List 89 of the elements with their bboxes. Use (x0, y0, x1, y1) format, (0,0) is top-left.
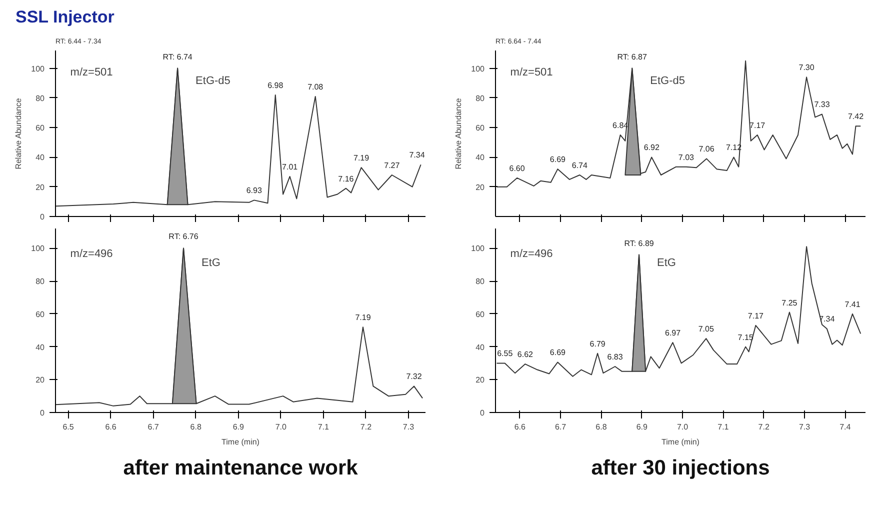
x-tick-label: 7.2 (360, 422, 372, 432)
y-tick-label: 60 (36, 310, 46, 319)
annotation: 6.92 (644, 143, 660, 152)
annotation: 7.03 (678, 152, 695, 162)
annotation: 6.55 (497, 349, 514, 358)
annotation: 7.41 (844, 300, 861, 309)
y-tick-label: 80 (476, 277, 486, 286)
x-tick-label: 6.6 (514, 422, 526, 432)
annotation: 7.01 (282, 162, 298, 172)
annotation: RT: 6.89 (624, 238, 654, 248)
annotation: m/z=501 (70, 66, 113, 79)
x-tick-label: 7.1 (318, 422, 330, 432)
y-tick-label: 40 (476, 153, 486, 162)
x-tick-label: 6.5 (62, 422, 74, 432)
x-tick-label: 7.1 (718, 422, 730, 432)
x-tick-label: 6.8 (596, 422, 608, 432)
annotation: EtG (657, 256, 676, 269)
annotation: 7.17 (748, 311, 764, 320)
chart-title: SSL Injector (16, 8, 115, 26)
x-tick-label: 7.0 (275, 422, 288, 432)
annotation: 6.69 (550, 348, 566, 358)
x-tick-label: 7.3 (798, 422, 811, 432)
annotation: 6.98 (268, 80, 284, 90)
annotation: 7.33 (814, 100, 830, 110)
y-tick-label: 0 (40, 408, 46, 418)
annotation: 7.30 (798, 63, 815, 72)
x-tick-label: 7.4 (840, 422, 852, 432)
y-tick-label: 20 (36, 376, 46, 385)
annotation: 6.74 (572, 161, 588, 170)
y-tick-label: 80 (36, 94, 46, 103)
annotation: 6.62 (517, 350, 534, 360)
y-tick-label: 20 (476, 182, 486, 192)
x-tick-label: 6.7 (554, 422, 567, 432)
annotation: 7.16 (338, 174, 354, 184)
y-tick-label: 80 (36, 277, 46, 286)
annotation: 7.19 (355, 313, 372, 322)
y-axis-title: Relative Abundance (454, 98, 464, 170)
annotation: 7.05 (698, 324, 714, 334)
x-axis-title: Time (min) (662, 438, 700, 446)
x-tick-label: 6.6 (105, 422, 117, 432)
y-tick-label: 100 (31, 244, 46, 254)
y-tick-label: 40 (36, 153, 46, 162)
text: after maintenance work (123, 456, 358, 480)
annotation: 7.32 (406, 372, 422, 382)
y-tick-label: 100 (31, 64, 46, 74)
y-tick-label: 0 (40, 212, 46, 222)
y-tick-label: 60 (36, 124, 46, 133)
x-tick-label: 6.8 (190, 422, 202, 432)
annotation: m/z=496 (510, 248, 553, 260)
annotation: m/z=496 (70, 248, 113, 260)
annotation: 7.27 (384, 161, 400, 170)
x-tick-label: 6.9 (636, 422, 648, 432)
annotation: 6.60 (509, 164, 526, 173)
y-tick-label: 100 (471, 64, 486, 74)
annotation: 7.34 (409, 150, 426, 160)
y-tick-label: 20 (476, 376, 486, 385)
y-tick-label: 100 (471, 244, 486, 254)
annotation: 7.25 (782, 298, 798, 308)
annotation: EtG (202, 256, 220, 269)
x-tick-label: 7.0 (676, 422, 689, 432)
annotation: EtG-d5 (650, 75, 685, 88)
x-tick-label: 6.7 (148, 422, 160, 432)
annotation: RT: 6.74 (162, 52, 193, 62)
annotation: 6.97 (664, 328, 682, 338)
annotation: RT: 6.76 (168, 232, 199, 242)
annotation: 6.69 (550, 155, 566, 164)
annotation: m/z=501 (510, 66, 553, 79)
x-tick-label: 7.3 (402, 422, 415, 432)
annotation: 7.42 (848, 112, 864, 122)
x-tick-label: 7.2 (758, 422, 770, 432)
y-tick-label: 60 (476, 310, 486, 319)
y-axis-title: Relative Abundance (14, 98, 24, 170)
annotation: 6.79 (590, 339, 606, 348)
annotation: 6.93 (246, 186, 262, 196)
annotation: EtG-d5 (196, 75, 230, 88)
annotation: 6.83 (607, 352, 624, 362)
y-tick-label: 40 (36, 342, 46, 352)
y-tick-label: 40 (476, 342, 486, 352)
y-tick-label: 80 (476, 94, 486, 103)
annotation: RT: 6.87 (617, 52, 648, 62)
x-axis-title: Time (min) (222, 438, 260, 446)
annotation: 7.19 (353, 154, 370, 163)
y-tick-label: 20 (36, 182, 46, 192)
annotation: 7.06 (698, 144, 715, 154)
y-tick-label: 60 (476, 124, 486, 133)
text: after 30 injections (591, 456, 770, 480)
annotation: 7.08 (308, 82, 324, 92)
y-tick-label: 0 (480, 408, 486, 418)
x-tick-label: 6.9 (232, 422, 244, 432)
